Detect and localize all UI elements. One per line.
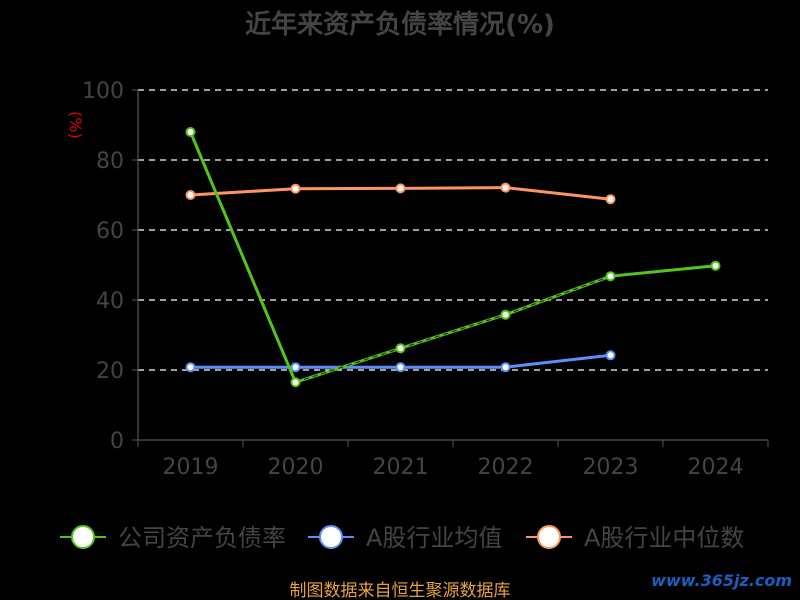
y-tick-label: 40 bbox=[96, 289, 124, 314]
series-0 bbox=[185, 127, 721, 388]
legend-label: A股行业均值 bbox=[366, 524, 502, 552]
legend-item-0[interactable]: 公司资产负债率 bbox=[60, 524, 286, 552]
x-tick-label-2019: 2019 bbox=[163, 455, 219, 480]
data-point-2021[interactable] bbox=[395, 362, 406, 373]
series-line-segment bbox=[504, 353, 612, 369]
y-tick-label: 80 bbox=[96, 149, 124, 174]
grid-layer bbox=[138, 89, 768, 371]
series-line-segment bbox=[504, 186, 612, 201]
x-tick-label-2020: 2020 bbox=[268, 455, 324, 480]
data-point-2020[interactable] bbox=[290, 183, 301, 194]
series-trend-dash bbox=[295, 347, 401, 383]
series-line-segment bbox=[189, 187, 297, 197]
legend-label: A股行业中位数 bbox=[584, 524, 744, 552]
data-point-2022[interactable] bbox=[500, 182, 511, 193]
watermark-logo: www.365jz.com bbox=[651, 571, 792, 590]
data-point-2023[interactable] bbox=[605, 350, 616, 361]
y-tick-label: 100 bbox=[82, 79, 124, 104]
y-tick-label: 0 bbox=[110, 429, 124, 454]
series-trend-dash bbox=[400, 314, 506, 349]
y-axis-label: (%) bbox=[66, 111, 85, 139]
axes-layer: 0 20 40 60 80 100 2019 2020 2021 2022 2023 2024 bbox=[82, 79, 769, 480]
legend-label: 公司资产负债率 bbox=[118, 524, 286, 552]
series-1 bbox=[185, 350, 616, 373]
data-point-2022[interactable] bbox=[500, 309, 511, 320]
data-point-2021[interactable] bbox=[395, 183, 406, 194]
x-tick-label-2023: 2023 bbox=[583, 455, 639, 480]
series-line-segment bbox=[189, 130, 297, 384]
data-point-2020[interactable] bbox=[290, 377, 301, 388]
series-layer bbox=[185, 127, 721, 388]
data-point-2019[interactable] bbox=[185, 190, 196, 200]
legend-marker bbox=[319, 525, 343, 549]
series-2 bbox=[185, 182, 616, 205]
data-point-2022[interactable] bbox=[500, 362, 511, 373]
x-tick-label-2024: 2024 bbox=[688, 455, 744, 480]
data-point-2019[interactable] bbox=[185, 362, 196, 373]
x-tick-label-2022: 2022 bbox=[478, 455, 534, 480]
series-trend-dash bbox=[505, 275, 611, 316]
data-point-2023[interactable] bbox=[605, 271, 616, 282]
y-tick-label: 60 bbox=[96, 219, 124, 244]
legend-item-1[interactable]: A股行业均值 bbox=[308, 524, 502, 552]
chart-title: 近年来资产负债率情况(%) bbox=[245, 9, 555, 40]
y-tick-label: 20 bbox=[96, 359, 124, 384]
data-point-2020[interactable] bbox=[290, 362, 301, 373]
data-point-2021[interactable] bbox=[395, 343, 406, 354]
legend[interactable]: 公司资产负债率 A股行业均值 A股行业中位数 bbox=[60, 524, 744, 552]
legend-marker bbox=[537, 525, 561, 549]
series-line-segment bbox=[609, 264, 717, 278]
data-point-2019[interactable] bbox=[185, 127, 196, 137]
legend-item-2[interactable]: A股行业中位数 bbox=[526, 524, 744, 552]
x-tick-label-2021: 2021 bbox=[373, 455, 429, 480]
series-line-segment bbox=[399, 186, 507, 190]
data-source-note: 制图数据来自恒生聚源数据库 bbox=[290, 581, 511, 600]
data-point-2024[interactable] bbox=[710, 260, 721, 271]
data-point-2023[interactable] bbox=[605, 194, 616, 205]
legend-marker bbox=[71, 525, 95, 549]
